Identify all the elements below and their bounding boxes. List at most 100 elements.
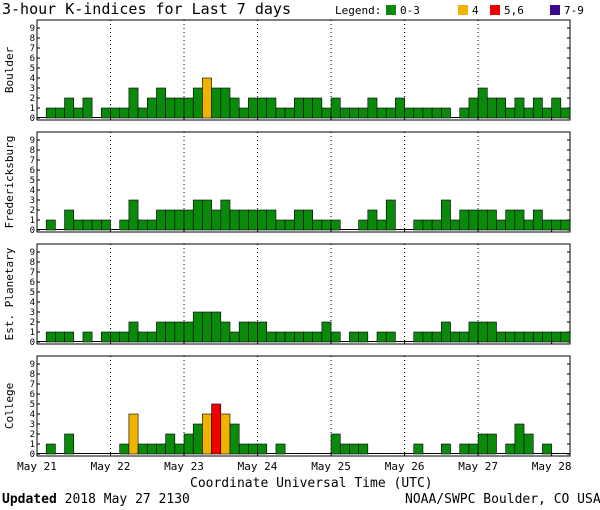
kp-bar bbox=[119, 219, 130, 231]
kp-bar bbox=[211, 403, 222, 455]
kp-bar bbox=[312, 453, 322, 454]
kp-bar bbox=[303, 97, 313, 119]
kp-bar bbox=[312, 97, 323, 119]
kp-bar bbox=[523, 433, 534, 455]
kp-bar bbox=[551, 331, 562, 343]
kp-bar bbox=[128, 321, 139, 343]
kp-bar bbox=[422, 107, 433, 119]
kp-bar bbox=[312, 219, 323, 231]
kp-bar bbox=[413, 331, 424, 343]
kp-bar bbox=[321, 107, 332, 119]
updated-word: Updated bbox=[2, 492, 57, 507]
x-tick-label: May 27 bbox=[458, 460, 498, 473]
kp-bar bbox=[248, 443, 258, 455]
kp-bar bbox=[183, 433, 194, 455]
kp-bar bbox=[542, 107, 552, 119]
kp-bar bbox=[339, 443, 350, 455]
kp-bar bbox=[91, 219, 102, 231]
kp-bar bbox=[220, 199, 231, 231]
y-tick-label: 4 bbox=[30, 298, 35, 308]
kp-bar bbox=[220, 87, 231, 119]
x-tick-label: May 26 bbox=[385, 460, 425, 473]
y-tick-label: 0 bbox=[30, 114, 35, 124]
kp-bar bbox=[431, 331, 442, 343]
kp-bar bbox=[257, 443, 268, 455]
kp-bar bbox=[385, 199, 396, 231]
kp-bar bbox=[349, 229, 359, 230]
kp-bar bbox=[211, 87, 222, 119]
kp-bar bbox=[367, 341, 378, 342]
kp-bar bbox=[238, 321, 249, 343]
kp-bar bbox=[92, 341, 102, 342]
kp-bar bbox=[459, 331, 470, 343]
kp-bar bbox=[55, 331, 65, 343]
kp-bar bbox=[137, 219, 148, 231]
y-tick-label: 3 bbox=[30, 308, 35, 318]
kp-bar bbox=[128, 199, 139, 231]
kp-bar bbox=[174, 443, 185, 455]
kp-bar bbox=[229, 209, 240, 231]
kp-bar bbox=[330, 331, 341, 343]
kp-bar bbox=[119, 331, 130, 343]
kp-bar bbox=[496, 453, 506, 454]
kp-bar bbox=[468, 97, 479, 119]
kp-bar bbox=[312, 331, 323, 343]
kp-bar bbox=[303, 331, 313, 343]
kp-bar bbox=[560, 331, 571, 343]
kp-bar bbox=[92, 117, 102, 118]
kp-bar bbox=[266, 453, 276, 454]
credit-text: NOAA/SWPC Boulder, CO USA bbox=[405, 492, 600, 507]
kp-bar bbox=[542, 219, 552, 231]
kp-bar bbox=[551, 97, 562, 119]
kp-bar bbox=[192, 87, 203, 119]
kp-bar bbox=[505, 331, 516, 343]
y-tick-label: 9 bbox=[30, 248, 35, 258]
y-tick-label: 2 bbox=[30, 206, 35, 216]
legend-swatch-major-storm bbox=[550, 5, 560, 15]
kp-bar bbox=[551, 453, 561, 454]
kp-bar bbox=[92, 453, 102, 454]
kp-bar bbox=[165, 209, 176, 231]
kp-bar bbox=[156, 87, 166, 119]
kp-bar bbox=[358, 219, 369, 231]
kp-bar bbox=[496, 97, 506, 119]
y-tick-label: 4 bbox=[30, 410, 35, 420]
kp-bar bbox=[404, 341, 414, 342]
kp-bar bbox=[275, 443, 286, 455]
kp-bar bbox=[321, 219, 332, 231]
y-tick-label: 6 bbox=[30, 166, 35, 176]
kp-bar bbox=[477, 321, 488, 343]
kp-bar bbox=[64, 97, 75, 119]
kp-bar bbox=[174, 209, 185, 231]
y-tick-label: 7 bbox=[30, 268, 35, 278]
kp-bar bbox=[37, 341, 47, 342]
kp-bar bbox=[505, 107, 516, 119]
kp-bar bbox=[441, 443, 451, 455]
panel-ylabel: College bbox=[3, 383, 16, 429]
kp-bar bbox=[560, 107, 571, 119]
kp-bar bbox=[165, 433, 176, 455]
x-tick-label: May 28 bbox=[532, 460, 572, 473]
kp-bar bbox=[119, 443, 130, 455]
kp-bar bbox=[202, 311, 212, 343]
y-tick-label: 3 bbox=[30, 196, 35, 206]
kp-bar bbox=[422, 331, 433, 343]
kp-bar bbox=[73, 453, 83, 454]
y-tick-label: 7 bbox=[30, 156, 35, 166]
y-tick-label: 4 bbox=[30, 186, 35, 196]
kp-bar bbox=[422, 453, 433, 454]
y-tick-label: 5 bbox=[30, 176, 35, 186]
kp-bar bbox=[45, 331, 56, 343]
legend-label-minor-storm: 5,6 bbox=[504, 4, 524, 17]
kp-bar bbox=[385, 107, 396, 119]
x-tick-label: May 25 bbox=[311, 460, 351, 473]
kp-bar bbox=[486, 97, 497, 119]
kp-bar bbox=[477, 87, 488, 119]
kp-bar bbox=[174, 97, 185, 119]
kp-bar bbox=[248, 97, 258, 119]
kp-bar bbox=[110, 229, 120, 230]
panel-frame bbox=[36, 355, 571, 457]
kp-bar bbox=[211, 311, 222, 343]
panel-frame bbox=[36, 243, 571, 345]
